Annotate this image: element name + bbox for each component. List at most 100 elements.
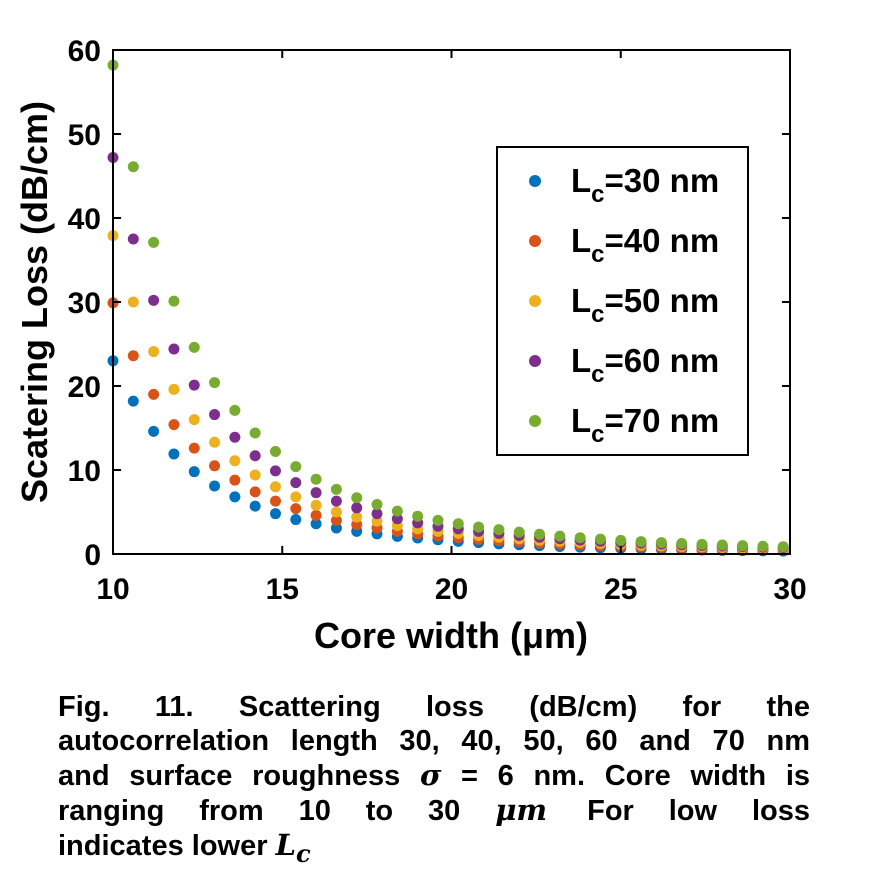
legend-marker-1 bbox=[529, 175, 541, 187]
data-point-series-5 bbox=[615, 534, 627, 546]
legend: Lc=30 nm Lc=40 nm Lc=50 nm Lc=60 nm Lc=70 nm bbox=[496, 146, 749, 456]
x-tick-label: 20 bbox=[435, 573, 468, 606]
data-point-series-4 bbox=[269, 465, 281, 477]
y-tick-label: 10 bbox=[68, 455, 101, 488]
data-point-series-1 bbox=[310, 518, 322, 530]
data-point-series-5 bbox=[148, 236, 160, 248]
data-point-series-4 bbox=[330, 495, 342, 507]
data-point-series-1 bbox=[269, 508, 281, 520]
data-point-series-2 bbox=[290, 503, 302, 515]
data-point-series-5 bbox=[493, 524, 505, 536]
x-tick-label: 30 bbox=[773, 573, 806, 606]
data-point-series-5 bbox=[513, 526, 525, 538]
data-point-series-3 bbox=[290, 491, 302, 503]
data-point-series-1 bbox=[229, 491, 241, 503]
data-point-series-2 bbox=[168, 419, 180, 431]
data-point-series-5 bbox=[676, 538, 688, 549]
data-point-series-3 bbox=[209, 436, 221, 448]
data-point-series-3 bbox=[168, 383, 180, 395]
data-point-series-4 bbox=[127, 233, 139, 245]
data-point-series-2 bbox=[269, 495, 281, 507]
data-point-series-5 bbox=[594, 533, 606, 545]
data-point-series-1 bbox=[249, 500, 261, 512]
data-point-series-5 bbox=[737, 540, 749, 552]
data-point-series-4 bbox=[209, 409, 221, 421]
data-point-series-4 bbox=[391, 513, 403, 525]
legend-label-4: Lc=60 nm bbox=[571, 342, 719, 388]
caption-line-3: and surface roughness σ = 6 nm. Core wid… bbox=[58, 758, 810, 793]
data-points bbox=[107, 59, 789, 557]
data-point-series-1 bbox=[148, 425, 160, 437]
data-point-series-5 bbox=[716, 539, 728, 551]
data-point-series-5 bbox=[777, 541, 789, 553]
caption-text: ranging from 10 to 30 bbox=[58, 795, 496, 827]
caption-line-4: ranging from 10 to 30 μm For low loss bbox=[58, 793, 810, 828]
legend-label-5: Lc=70 nm bbox=[571, 402, 719, 448]
data-point-series-5 bbox=[696, 538, 708, 550]
data-point-series-5 bbox=[351, 492, 363, 504]
data-point-series-3 bbox=[249, 469, 261, 481]
caption-line-1: Fig. 11. Scattering loss (dB/cm) for the bbox=[58, 691, 810, 723]
legend-label-1: Lc=30 nm bbox=[571, 162, 719, 208]
data-point-series-2 bbox=[330, 514, 342, 526]
data-point-series-5 bbox=[757, 540, 769, 552]
x-tick-label: 25 bbox=[604, 573, 637, 606]
caption-text: indicates lower bbox=[58, 830, 276, 862]
data-point-series-2 bbox=[229, 474, 241, 486]
x-tick-label: 10 bbox=[96, 573, 129, 606]
data-point-series-2 bbox=[148, 388, 160, 400]
data-point-series-5 bbox=[452, 518, 464, 530]
data-point-series-3 bbox=[229, 455, 241, 467]
data-point-series-3 bbox=[330, 506, 342, 518]
data-point-series-5 bbox=[574, 532, 586, 544]
x-tick-label: 15 bbox=[266, 573, 299, 606]
data-point-series-5 bbox=[635, 536, 647, 548]
data-point-series-5 bbox=[432, 514, 444, 526]
data-point-series-5 bbox=[534, 528, 546, 540]
x-axis-label: Core width (μm) bbox=[314, 615, 588, 656]
data-point-series-2 bbox=[249, 486, 261, 498]
data-point-series-4 bbox=[188, 379, 200, 391]
data-point-series-5 bbox=[290, 461, 302, 473]
caption-text: and surface roughness bbox=[58, 760, 420, 792]
data-point-series-2 bbox=[209, 460, 221, 472]
data-point-series-5 bbox=[391, 505, 403, 517]
data-point-series-5 bbox=[371, 498, 383, 510]
caption-subscript: c bbox=[295, 838, 311, 868]
legend-label-3: Lc=50 nm bbox=[571, 282, 719, 328]
data-point-series-5 bbox=[412, 510, 424, 522]
data-point-series-4 bbox=[371, 508, 383, 520]
data-point-series-4 bbox=[168, 343, 180, 355]
data-point-series-2 bbox=[310, 509, 322, 521]
y-tick-label: 60 bbox=[68, 35, 101, 68]
data-point-series-3 bbox=[148, 346, 160, 358]
y-axis-ticks: 0 10 20 30 40 50 60 bbox=[68, 35, 790, 572]
data-point-series-5 bbox=[249, 427, 261, 439]
data-point-series-2 bbox=[127, 350, 139, 362]
data-point-series-5 bbox=[209, 377, 221, 389]
data-point-series-5 bbox=[188, 341, 200, 353]
data-point-series-1 bbox=[330, 522, 342, 534]
data-point-series-5 bbox=[310, 473, 322, 485]
data-point-series-3 bbox=[351, 511, 363, 523]
caption-text: = 6 nm. Core width is bbox=[441, 760, 810, 792]
legend-marker-3 bbox=[529, 295, 541, 307]
figure-caption: Fig. 11. Scattering loss (dB/cm) for the… bbox=[58, 690, 810, 871]
data-point-series-1 bbox=[168, 448, 180, 460]
legend-marker-4 bbox=[529, 355, 541, 367]
data-point-series-3 bbox=[188, 414, 200, 426]
data-point-series-1 bbox=[127, 395, 139, 407]
caption-unit: μm bbox=[495, 793, 548, 827]
y-tick-label: 20 bbox=[68, 371, 101, 404]
legend-marker-5 bbox=[529, 415, 541, 427]
data-point-series-5 bbox=[168, 295, 180, 307]
data-point-series-5 bbox=[229, 404, 241, 416]
data-point-series-3 bbox=[371, 515, 383, 527]
data-point-series-4 bbox=[290, 477, 302, 489]
data-point-series-4 bbox=[351, 502, 363, 514]
data-point-series-4 bbox=[148, 294, 160, 306]
y-tick-label: 40 bbox=[68, 203, 101, 236]
data-point-series-3 bbox=[269, 481, 281, 493]
y-tick-label: 50 bbox=[68, 119, 101, 152]
